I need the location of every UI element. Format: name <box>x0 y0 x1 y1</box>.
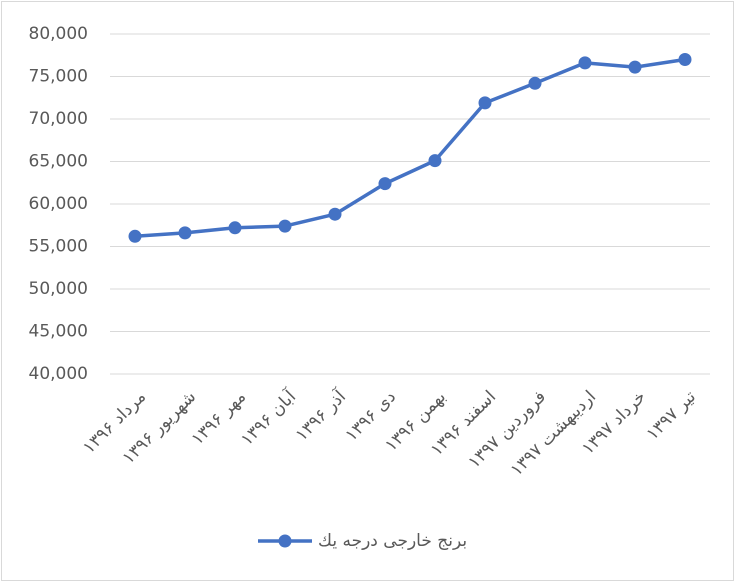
point <box>278 219 292 233</box>
point <box>128 229 142 243</box>
line <box>134 57 686 239</box>
y-tick-label: 65,000 <box>29 152 88 172</box>
point <box>178 226 192 240</box>
point <box>428 154 442 168</box>
y-tick-label: 45,000 <box>29 322 88 342</box>
point <box>478 96 492 110</box>
y-tick-label: 70,000 <box>29 109 88 129</box>
y-tick-label: 40,000 <box>29 364 88 384</box>
legend-marker <box>278 534 292 548</box>
y-tick-label: 80,000 <box>29 24 88 44</box>
point <box>678 53 692 66</box>
y-tick-label: 50,000 <box>29 279 88 299</box>
point <box>578 56 592 70</box>
y-tick-label: 60,000 <box>29 194 88 214</box>
y-tick-label: 55,000 <box>29 237 88 257</box>
point <box>628 60 642 74</box>
point <box>528 76 542 90</box>
y-tick-label: 75,000 <box>29 67 88 87</box>
point <box>328 207 342 221</box>
point <box>378 177 392 191</box>
point <box>228 221 242 235</box>
legend-label: برنج خارجی درجه يك <box>318 531 467 551</box>
